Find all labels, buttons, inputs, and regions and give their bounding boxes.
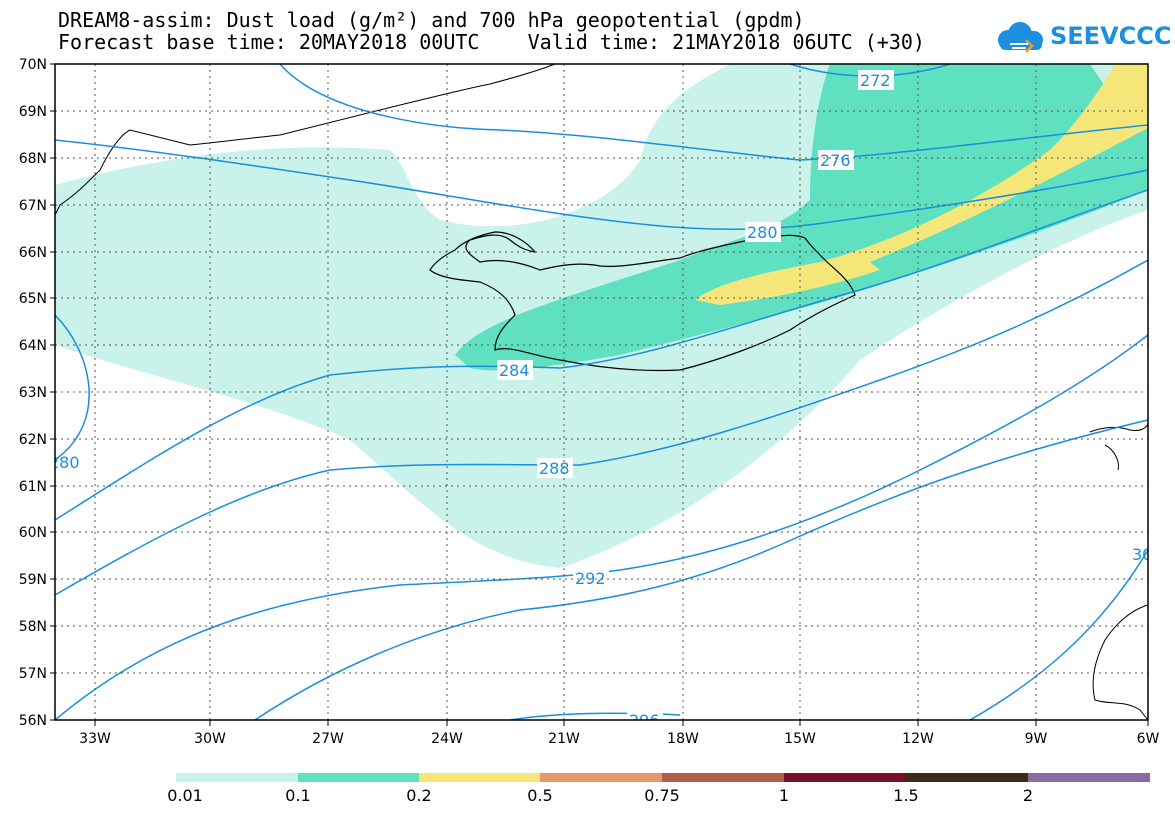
lon-label: 12W xyxy=(902,731,934,747)
lon-label: 21W xyxy=(548,731,580,747)
lat-label: 64N xyxy=(19,338,47,354)
iceland-coastline xyxy=(429,231,856,372)
contour-label: 280 xyxy=(49,453,80,472)
lat-label: 63N xyxy=(19,385,47,401)
colorbar-segment xyxy=(298,773,419,782)
latitude-labels: 70N 69N 68N 67N 66N 65N 64N 63N 62N 61N … xyxy=(19,57,47,729)
contour-label: 300 xyxy=(1132,545,1163,564)
lon-label: 18W xyxy=(667,731,699,747)
contour-label: 280 xyxy=(747,223,778,242)
lat-label: 61N xyxy=(19,479,47,495)
tick-marks xyxy=(50,63,1149,726)
lat-label: 69N xyxy=(19,104,47,120)
time-info: Forecast base time: 20MAY2018 00UTC Vali… xyxy=(58,31,925,53)
colorbar-segment xyxy=(784,773,906,782)
cloud-logo-icon xyxy=(998,22,1043,53)
contour-label: 276 xyxy=(820,151,851,170)
lat-label: 66N xyxy=(19,245,47,261)
dust-area-01 xyxy=(455,64,1148,371)
colorbar xyxy=(176,773,1150,782)
lon-label: 15W xyxy=(784,731,816,747)
geopotential-contours xyxy=(55,64,1148,720)
colorbar-segment xyxy=(662,773,784,782)
colorbar-label: 2 xyxy=(1022,786,1034,805)
logo-text: SEEVCCC xyxy=(1050,22,1172,50)
lon-label: 27W xyxy=(312,731,344,747)
lon-label: 24W xyxy=(431,731,463,747)
colorbar-segment xyxy=(419,773,540,782)
lat-label: 62N xyxy=(19,432,47,448)
contour-labels: 272 276 280 284 288 292 296 280 300 xyxy=(49,70,1163,730)
lat-label: 57N xyxy=(19,666,47,682)
colorbar-segment xyxy=(1028,773,1150,782)
lon-label: 6W xyxy=(1137,731,1160,747)
contour-label: 296 xyxy=(629,711,660,730)
lon-label: 33W xyxy=(79,731,111,747)
contour-label: 284 xyxy=(499,361,530,380)
map-title: DREAM8-assim: Dust load (g/m²) and 700 h… xyxy=(58,8,805,32)
faroe-coastline xyxy=(1089,421,1149,471)
longitude-labels: 33W 30W 27W 24W 21W 18W 15W 12W 9W 6W xyxy=(79,731,1159,747)
colorbar-label: 0.5 xyxy=(527,786,553,805)
lat-label: 65N xyxy=(19,291,47,307)
colorbar-label: 0.75 xyxy=(644,786,680,805)
colorbar-label: 1.5 xyxy=(893,786,919,805)
lat-label: 68N xyxy=(19,151,47,167)
gridlines xyxy=(55,64,1148,720)
lon-label: 30W xyxy=(194,731,226,747)
lat-label: 59N xyxy=(19,572,47,588)
greenland-coastline xyxy=(54,63,556,216)
colorbar-label: 0.01 xyxy=(167,786,203,805)
colorbar-label: 1 xyxy=(778,786,790,805)
lat-label: 56N xyxy=(19,713,47,729)
base-time-label: Forecast base time: 20MAY2018 00UTC xyxy=(58,30,480,54)
scotland-coastline xyxy=(1092,604,1149,721)
lat-label: 60N xyxy=(19,525,47,541)
colorbar-label: 0.2 xyxy=(406,786,432,805)
colorbar-segment xyxy=(540,773,662,782)
contour-label: 288 xyxy=(539,459,570,478)
colorbar-segment xyxy=(906,773,1028,782)
valid-time-label: Valid time: 21MAY2018 06UTC (+30) xyxy=(527,30,925,54)
contour-label: 272 xyxy=(860,71,891,90)
colorbar-label: 0.1 xyxy=(285,786,311,805)
lon-label: 9W xyxy=(1025,731,1048,747)
colorbar-segment xyxy=(176,773,298,782)
lat-label: 70N xyxy=(19,57,47,73)
lat-label: 67N xyxy=(19,198,47,214)
lat-label: 58N xyxy=(19,619,47,635)
